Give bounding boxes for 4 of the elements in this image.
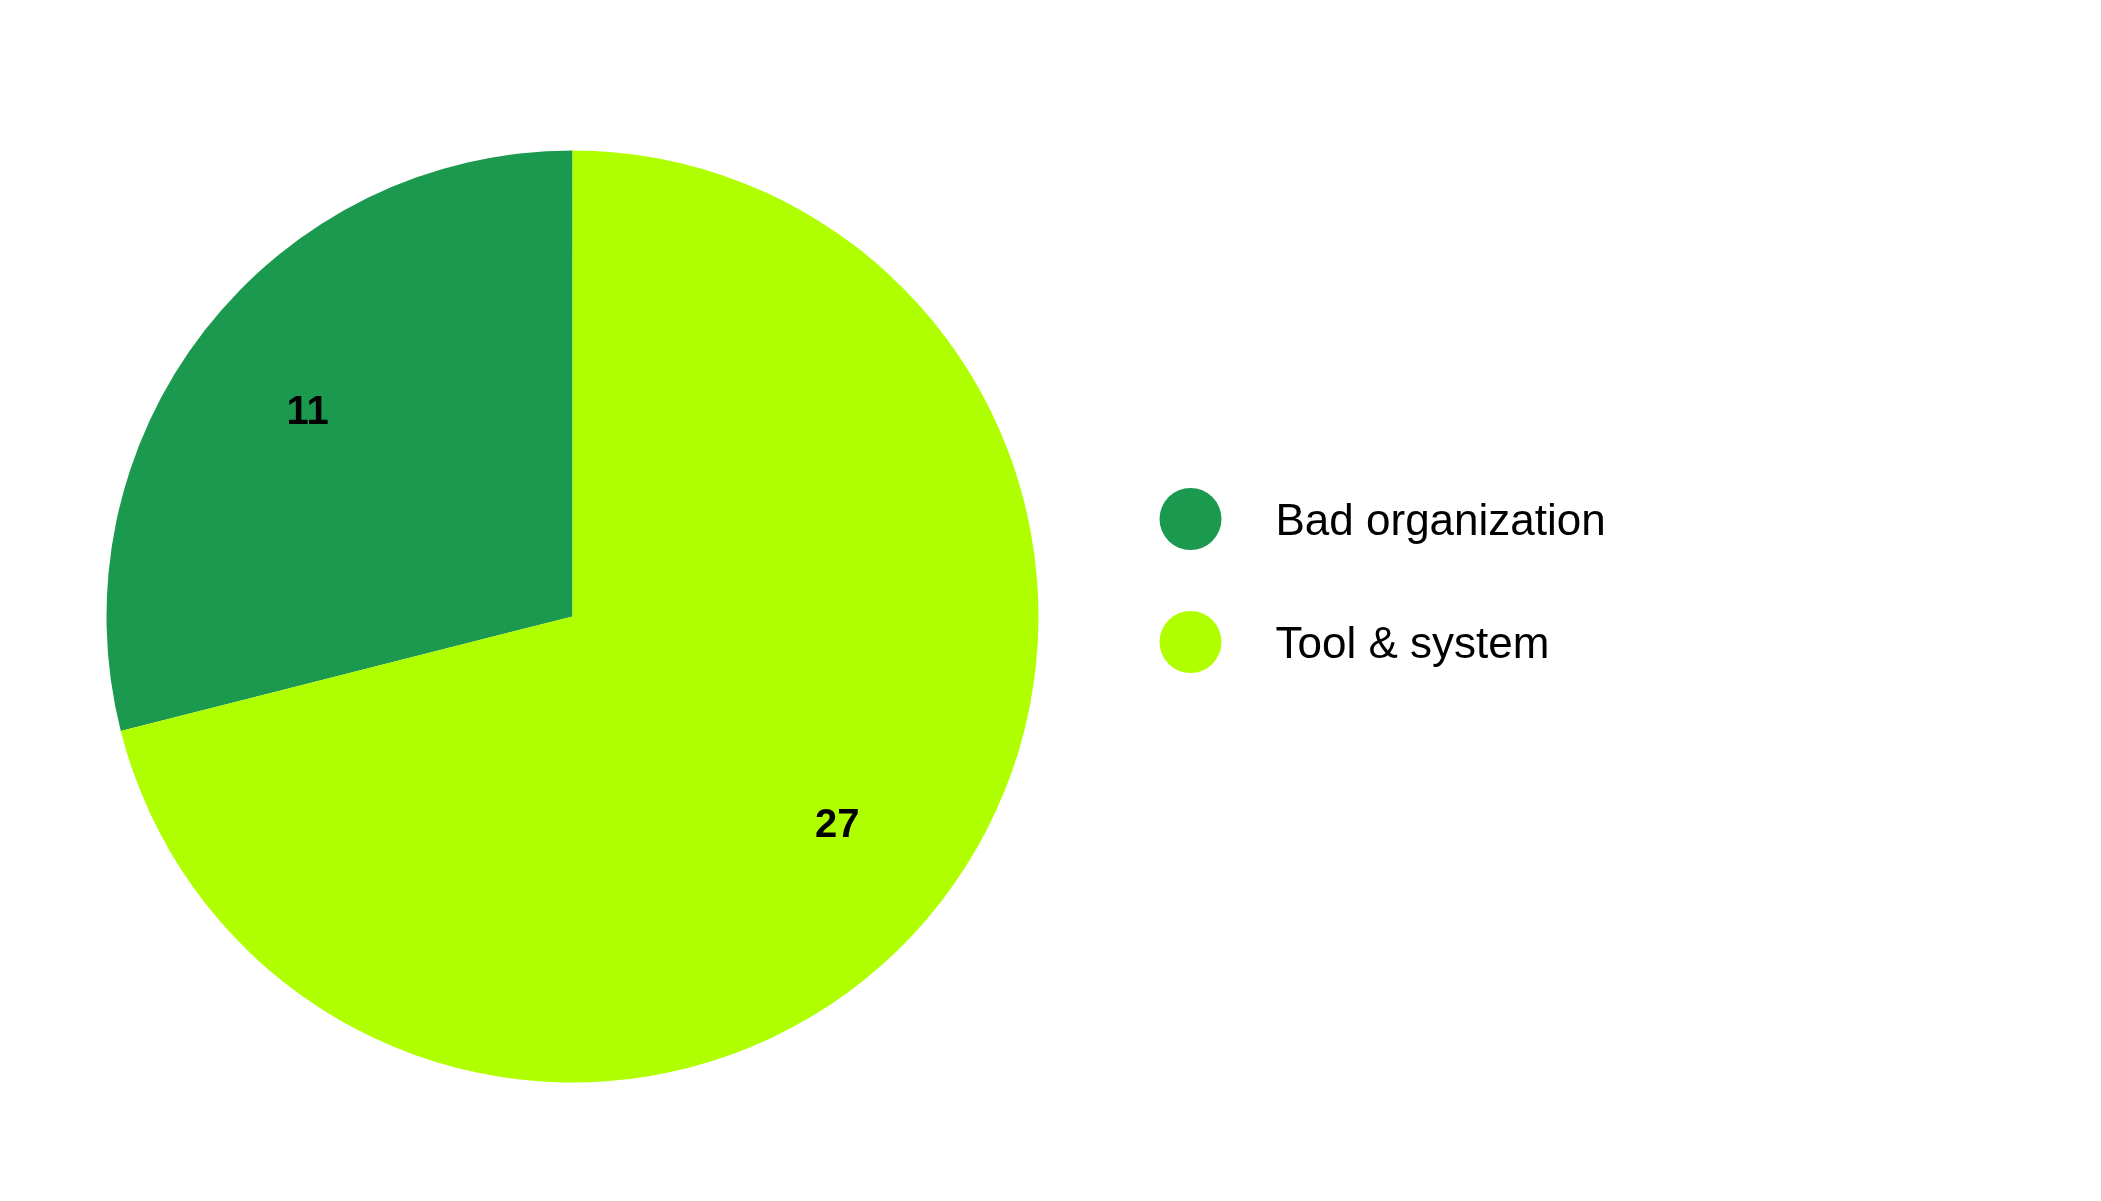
data-label: 11: [286, 388, 329, 433]
legend-label: Tool & system: [1275, 617, 1550, 667]
legend-label: Bad organization: [1275, 494, 1606, 544]
data-label: 27: [815, 800, 860, 845]
